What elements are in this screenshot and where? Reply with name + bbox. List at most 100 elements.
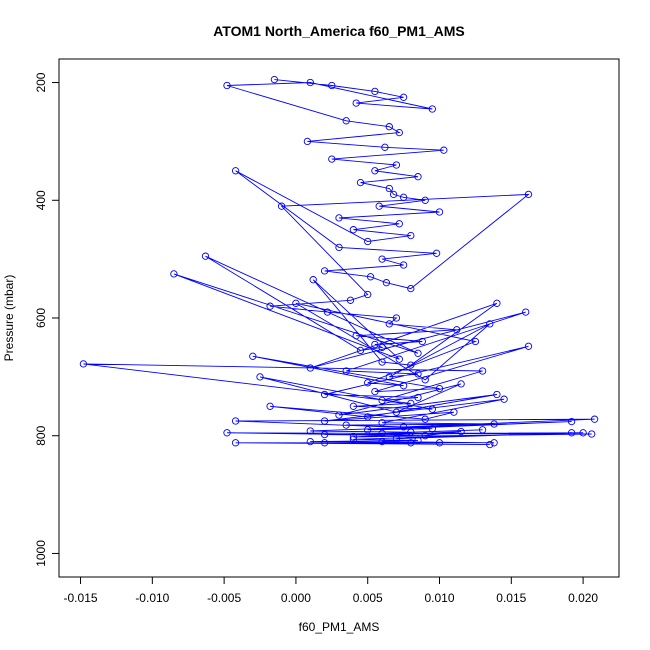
data-point — [223, 429, 231, 437]
data-point — [378, 419, 386, 427]
data-point — [378, 255, 386, 263]
data-point — [399, 93, 408, 101]
data-point — [335, 243, 343, 252]
data-point — [567, 429, 576, 437]
x-tick-label: 0.010 — [424, 591, 454, 605]
data-point — [428, 425, 436, 433]
data-point — [266, 402, 274, 410]
data-point — [414, 370, 422, 378]
data-point — [522, 308, 530, 316]
data-point — [201, 252, 210, 260]
data-point — [435, 439, 444, 447]
data-point — [231, 439, 240, 447]
data-point — [389, 190, 398, 199]
data-point — [440, 146, 448, 154]
x-tick-label: 0.005 — [353, 591, 383, 605]
data-point — [309, 276, 317, 284]
data-point — [421, 376, 429, 384]
data-point — [399, 382, 408, 390]
data-point — [371, 387, 379, 396]
data-point — [328, 155, 336, 163]
data-point — [399, 193, 408, 201]
data-point — [223, 81, 231, 90]
data-point — [490, 420, 498, 428]
data-point — [414, 393, 422, 402]
x-tick-label: 0.015 — [496, 591, 526, 605]
data-point — [428, 105, 436, 113]
data-point — [231, 167, 240, 175]
data-point — [453, 326, 461, 334]
data-point — [320, 390, 329, 399]
data-point — [407, 284, 415, 293]
data-point — [407, 231, 415, 240]
y-tick-label: 1000 — [34, 540, 48, 567]
data-point — [320, 439, 329, 447]
data-point — [392, 408, 401, 416]
data-point — [371, 167, 379, 175]
data-point — [356, 346, 365, 355]
data-point — [335, 214, 343, 222]
data-point — [306, 427, 314, 435]
x-tick-label: 0.000 — [281, 591, 311, 605]
data-point — [342, 117, 350, 125]
data-point — [256, 373, 264, 381]
data-point — [366, 273, 375, 281]
data-point — [364, 237, 372, 246]
y-tick-label: 800 — [34, 425, 48, 445]
data-point — [450, 408, 458, 416]
y-axis: 200 400 600 800 1000 — [34, 72, 59, 567]
data-point — [435, 384, 444, 393]
data-point — [395, 220, 403, 228]
data-point — [567, 417, 576, 426]
y-tick-label: 400 — [34, 190, 48, 210]
data-point — [364, 413, 372, 421]
data-point — [435, 208, 444, 216]
data-point — [407, 361, 415, 369]
data-point — [349, 402, 358, 410]
data-point — [306, 78, 314, 87]
data-point — [407, 399, 415, 408]
data-point — [385, 184, 393, 193]
data-point — [349, 435, 358, 443]
data-point — [421, 196, 429, 204]
data-point — [352, 332, 360, 340]
data-point — [392, 161, 401, 169]
y-tick-label: 600 — [34, 308, 48, 328]
data-point — [486, 320, 494, 328]
data-point — [579, 429, 587, 437]
data-point — [306, 364, 314, 372]
series-layer — [79, 75, 599, 449]
data-point — [524, 342, 533, 350]
data-point — [323, 308, 332, 316]
data-point — [414, 436, 422, 445]
data-point — [418, 337, 426, 346]
data-point — [414, 173, 422, 181]
data-point — [524, 190, 533, 199]
data-point — [457, 380, 465, 388]
data-point — [346, 296, 355, 304]
data-point — [378, 437, 386, 446]
x-axis-label: f60_PM1_AMS — [299, 620, 380, 634]
plot-frame — [58, 58, 620, 578]
data-point — [328, 81, 336, 90]
x-axis: -0.015 -0.010 -0.005 0.000 0.005 0.010 0.015 0.… — [64, 577, 598, 605]
data-point — [378, 429, 386, 438]
data-point — [407, 439, 415, 447]
data-point — [395, 355, 403, 363]
data-point — [335, 411, 343, 419]
data-point — [266, 302, 274, 310]
data-point — [385, 373, 393, 381]
data-point — [320, 417, 329, 425]
data-point — [349, 433, 358, 441]
data-point — [378, 358, 386, 366]
data-point — [407, 428, 415, 436]
data-point — [385, 123, 393, 131]
data-point — [303, 137, 312, 146]
chart-title: ATOM1 North_America f60_PM1_AMS — [213, 23, 465, 39]
data-point — [170, 270, 178, 278]
x-tick-label: -0.010 — [135, 591, 169, 605]
data-point — [249, 352, 257, 360]
data-point — [320, 267, 329, 275]
data-point — [478, 426, 487, 434]
data-point — [486, 440, 494, 449]
